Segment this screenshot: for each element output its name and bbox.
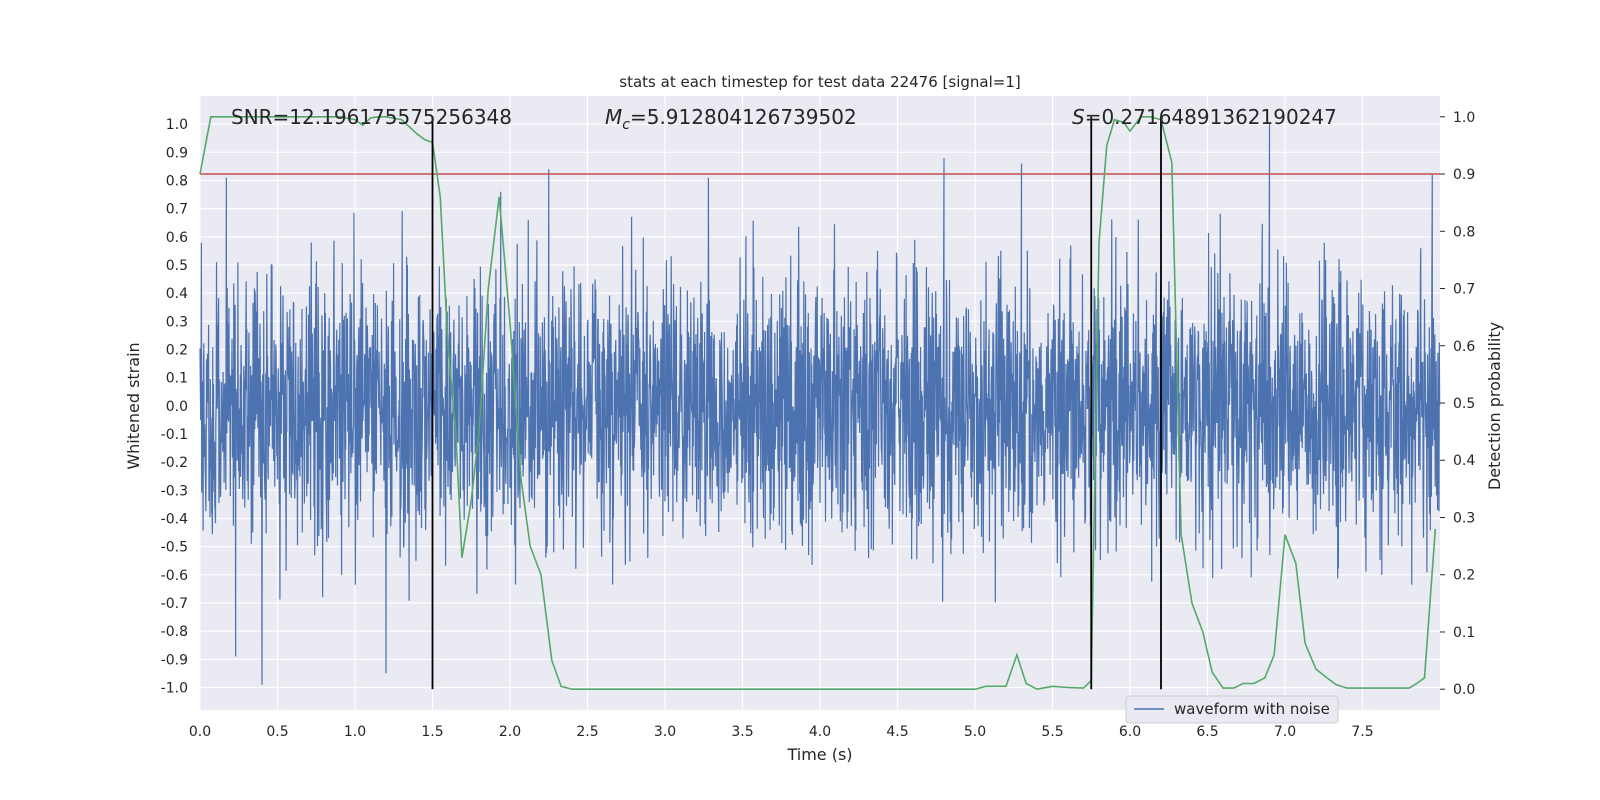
y-tick-label: 0.0: [166, 399, 188, 415]
y-tick-label: -0.5: [161, 540, 188, 556]
y2-tick-label: 0.0: [1453, 682, 1475, 698]
y-tick-label: 0.1: [166, 371, 188, 387]
y-tick-label: 0.6: [166, 230, 188, 246]
x-axis-ticks: 0.0 0.5 1.0 1.5 2.0 2.5 3.0 3.5 4.0 4.5 5.0 5.5 6.0 6…: [189, 724, 1374, 740]
y-tick-label: -0.6: [161, 568, 188, 584]
y-tick-label: 0.3: [166, 314, 188, 330]
x-tick-label: 0.5: [266, 724, 288, 740]
x-tick-label: 3.5: [731, 724, 753, 740]
x-tick-label: 5.5: [1041, 724, 1063, 740]
y-tick-label: 0.9: [166, 145, 188, 161]
y-tick-label: -0.3: [161, 483, 188, 499]
chart-title: stats at each timestep for test data 224…: [619, 73, 1020, 91]
y-tick-label: 0.4: [166, 286, 188, 302]
y-tick-label: 0.2: [166, 342, 188, 358]
x-tick-label: 6.0: [1119, 724, 1141, 740]
x-tick-label: 2.0: [499, 724, 521, 740]
y-tick-label: 0.8: [166, 173, 188, 189]
s-symbol: S: [1072, 105, 1085, 129]
y-tick-label: -0.8: [161, 624, 188, 640]
x-tick-label: 1.5: [421, 724, 443, 740]
y-tick-label: -0.1: [161, 427, 188, 443]
chirp-mass-symbol: M: [605, 105, 622, 129]
y2-tick-label: 0.5: [1453, 396, 1475, 412]
y2-tick-label: 0.2: [1453, 568, 1475, 584]
x-axis-label: Time (s): [786, 745, 852, 764]
legend-box: [1125, 695, 1339, 724]
y2-tick-label: 0.4: [1453, 453, 1475, 469]
x-tick-label: 3.0: [654, 724, 676, 740]
y-tick-label: 0.7: [166, 202, 188, 218]
marker-vlines: [431, 116, 1162, 690]
y-tick-label: -0.9: [161, 652, 188, 668]
legend: waveform with noise: [1125, 695, 1339, 724]
chirp-mass-value: =5.912804126739502: [630, 105, 857, 129]
y2-tick-label: 0.1: [1453, 625, 1475, 641]
x-tick-label: 7.0: [1274, 724, 1296, 740]
y2-tick-label: 0.9: [1453, 167, 1475, 183]
s-annotation: S=0.27164891362190247: [1072, 105, 1337, 129]
y2-tick-label: 0.7: [1453, 282, 1475, 298]
x-tick-label: 4.5: [886, 724, 908, 740]
x-tick-label: 2.5: [576, 724, 598, 740]
y2-tick-label: 0.3: [1453, 510, 1475, 526]
x-tick-label: 7.5: [1351, 724, 1373, 740]
y2-tick-label: 1.0: [1453, 110, 1475, 126]
y2-axis-label: Detection probability: [1485, 322, 1504, 490]
waveform-series: [199, 124, 1441, 685]
x-tick-label: 5.0: [964, 724, 986, 740]
y-tick-label: -0.2: [161, 455, 188, 471]
x-tick-label: 4.0: [809, 724, 831, 740]
waveform-path: [199, 124, 1441, 685]
chirp-mass-annotation: Mc=5.912804126739502: [605, 105, 857, 133]
y2-tick-label: 0.8: [1453, 224, 1475, 240]
x-tick-label: 1.0: [344, 724, 366, 740]
y-tick-label: 0.5: [166, 258, 188, 274]
y2-axis-ticks: 1.0 0.9 0.8 0.7 0.6 0.5 0.4 0.3 0.2 0.1 0.0: [1440, 110, 1475, 698]
y-tick-label: -0.4: [161, 511, 188, 527]
y-axis-ticks: 1.0 0.9 0.8 0.7 0.6 0.5 0.4 0.3 0.2 0.1 0.0 -0.1 -0.…: [161, 117, 188, 696]
legend-label: waveform with noise: [1174, 700, 1330, 718]
s-value: =0.27164891362190247: [1085, 105, 1337, 129]
y-tick-label: -1.0: [161, 680, 188, 696]
y2-tick-label: 0.6: [1453, 339, 1475, 355]
chirp-mass-subscript: c: [622, 117, 630, 133]
y-axis-label: Whitened strain: [124, 342, 143, 469]
snr-annotation: SNR=12.196175575256348: [231, 105, 512, 129]
x-tick-label: 0.0: [189, 724, 211, 740]
x-tick-label: 6.5: [1196, 724, 1218, 740]
y-tick-label: -0.7: [161, 596, 188, 612]
detection-probability-line: [199, 115, 1437, 691]
y-tick-label: 1.0: [166, 117, 188, 133]
